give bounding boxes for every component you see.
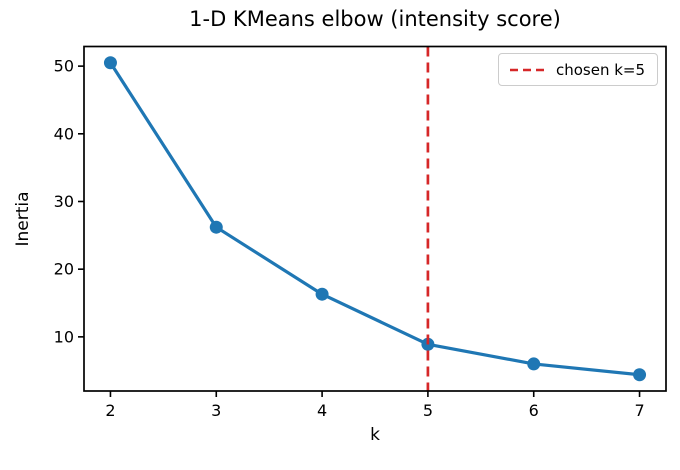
y-tick-label: 30 xyxy=(54,192,74,211)
chart-title: 1-D KMeans elbow (intensity score) xyxy=(189,7,561,31)
legend-label: chosen k=5 xyxy=(556,60,646,79)
x-tick-label: 4 xyxy=(317,401,327,420)
elbow-line xyxy=(108,61,642,377)
data-point xyxy=(633,368,647,382)
y-tick-label: 50 xyxy=(54,57,74,76)
y-axis-label: Inertia xyxy=(13,191,33,247)
y-tick-label: 40 xyxy=(54,124,74,143)
y-tick-label: 20 xyxy=(54,260,74,279)
data-point xyxy=(103,56,117,70)
legend-dashed-line-sample xyxy=(510,68,546,71)
x-tick-label: 6 xyxy=(529,401,539,420)
x-tick-label: 2 xyxy=(105,401,115,420)
x-tick-label: 7 xyxy=(634,401,644,420)
data-point xyxy=(527,357,541,371)
data-point xyxy=(209,220,223,234)
x-tick-label: 3 xyxy=(211,401,221,420)
x-axis-label: k xyxy=(370,425,380,445)
data-point xyxy=(315,287,329,301)
axes-frame xyxy=(83,45,667,392)
legend: chosen k=5 xyxy=(498,53,659,86)
y-tick-label: 10 xyxy=(54,327,74,346)
x-tick-label: 5 xyxy=(423,401,433,420)
